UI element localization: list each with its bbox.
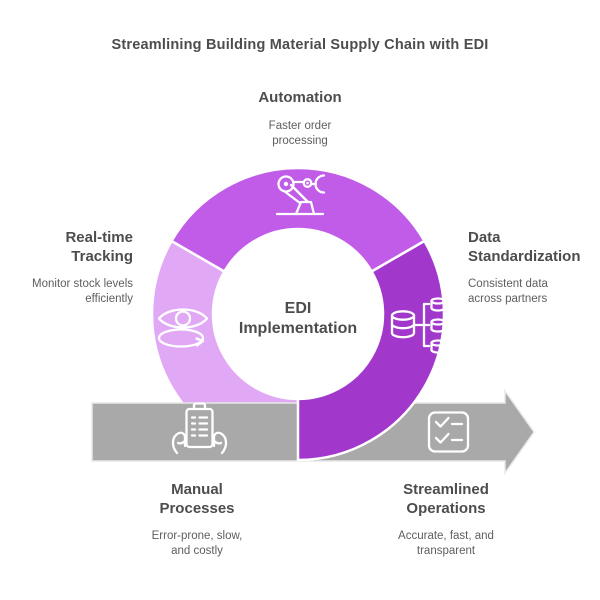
label-manual-processes: Manual Processes [159,481,235,517]
donut-segment-data-standardization [296,239,446,462]
label-automation: Automation [258,89,342,106]
label-real-time-tracking: Real-time Tracking [65,229,133,265]
label-data-standardization: Data Standardization [468,229,581,265]
desc-data-standardization: Consistent data across partners [468,278,548,305]
label-edi-implementation: EDI Implementation [238,300,358,338]
robot-arm-icon [275,174,326,216]
page-title: Streamlining Building Material Supply Ch… [111,37,489,53]
database-network-icon [390,297,446,354]
desc-manual-processes: Error-prone, slow, and costly [151,530,243,557]
label-streamlined-operations: Streamlined Operations [403,481,489,517]
eye-sync-icon [157,308,209,348]
desc-streamlined-operations: Accurate, fast, and transparent [398,530,494,557]
checklist-icon [427,411,470,453]
clipboard-hands-icon [171,402,228,455]
desc-automation: Faster order processing [268,120,332,147]
desc-real-time-tracking: Monitor stock levels efficiently [32,278,133,305]
donut-segment-automation [169,166,427,274]
